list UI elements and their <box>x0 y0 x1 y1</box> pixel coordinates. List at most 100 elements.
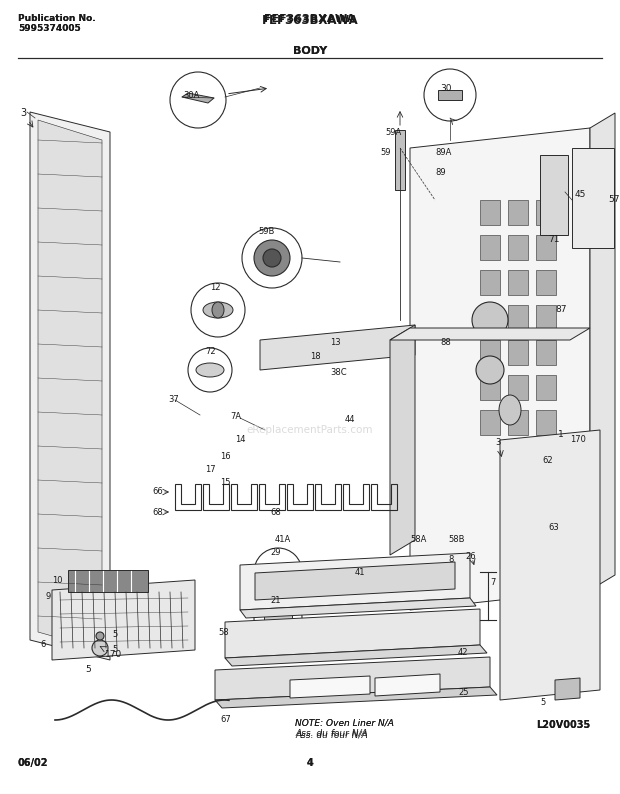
Circle shape <box>424 69 476 121</box>
Text: 17: 17 <box>205 465 216 474</box>
Polygon shape <box>590 113 615 590</box>
Circle shape <box>476 356 504 384</box>
Ellipse shape <box>196 363 224 377</box>
Text: 15: 15 <box>220 478 231 487</box>
Circle shape <box>254 548 302 596</box>
Circle shape <box>242 228 302 288</box>
Text: BODY: BODY <box>293 46 327 56</box>
Circle shape <box>188 348 232 392</box>
Text: 66: 66 <box>152 487 162 496</box>
Polygon shape <box>555 678 580 700</box>
Text: 59A: 59A <box>385 128 401 137</box>
Text: 68: 68 <box>270 508 281 517</box>
Polygon shape <box>410 128 590 610</box>
Polygon shape <box>52 580 195 660</box>
Text: 25: 25 <box>458 688 469 697</box>
Bar <box>536 270 556 295</box>
Bar <box>508 340 528 365</box>
Bar <box>480 340 500 365</box>
Text: 44: 44 <box>345 415 355 424</box>
Polygon shape <box>38 120 102 650</box>
Text: 41A: 41A <box>275 535 291 544</box>
Circle shape <box>524 456 588 520</box>
Text: 62: 62 <box>542 456 553 465</box>
Text: 29: 29 <box>270 548 280 557</box>
Text: 30: 30 <box>440 84 452 93</box>
Polygon shape <box>395 130 405 190</box>
Text: L20V0035: L20V0035 <box>536 720 590 730</box>
Polygon shape <box>182 93 214 103</box>
Polygon shape <box>390 328 590 340</box>
Bar <box>480 200 500 225</box>
Text: 3: 3 <box>495 438 500 447</box>
Text: FEF363BXAWA: FEF363BXAWA <box>262 14 358 27</box>
Text: 5: 5 <box>85 665 91 674</box>
Text: 89: 89 <box>435 168 446 177</box>
Bar <box>508 305 528 330</box>
Circle shape <box>254 240 290 276</box>
Circle shape <box>170 72 226 128</box>
Text: 21: 21 <box>270 596 280 605</box>
Polygon shape <box>225 609 480 658</box>
Text: 45: 45 <box>575 190 587 199</box>
Text: 89A: 89A <box>435 148 451 157</box>
Bar <box>480 270 500 295</box>
Bar <box>572 148 614 248</box>
Circle shape <box>254 594 302 642</box>
Circle shape <box>92 640 108 656</box>
Text: 68: 68 <box>152 508 162 517</box>
Polygon shape <box>390 325 415 555</box>
Text: 4: 4 <box>307 758 313 768</box>
Text: L20V0035: L20V0035 <box>536 720 590 730</box>
Text: 13: 13 <box>330 338 340 347</box>
Bar <box>566 476 578 496</box>
Bar <box>480 410 500 435</box>
Polygon shape <box>30 112 110 660</box>
Ellipse shape <box>212 302 224 318</box>
Text: 37: 37 <box>168 395 179 404</box>
Bar <box>480 305 500 330</box>
Text: 57: 57 <box>608 195 620 204</box>
Bar <box>508 200 528 225</box>
Bar <box>508 235 528 260</box>
Text: 30A: 30A <box>183 91 199 100</box>
Text: 10: 10 <box>52 576 63 585</box>
Text: 06/02: 06/02 <box>18 758 48 768</box>
Text: 5: 5 <box>540 698 545 707</box>
Text: 58: 58 <box>218 628 229 637</box>
Text: 8: 8 <box>448 555 453 564</box>
Bar <box>264 564 292 580</box>
Text: NOTE: Oven Liner N/A: NOTE: Oven Liner N/A <box>295 718 394 727</box>
Text: 26: 26 <box>465 552 476 561</box>
Text: BODY: BODY <box>293 46 327 56</box>
Polygon shape <box>88 630 100 655</box>
Text: 6: 6 <box>40 640 45 649</box>
Text: 06/02: 06/02 <box>18 758 48 768</box>
Bar <box>480 235 500 260</box>
Ellipse shape <box>203 302 233 318</box>
Bar <box>508 270 528 295</box>
Bar <box>508 410 528 435</box>
Text: 7: 7 <box>490 578 495 587</box>
Text: 4: 4 <box>307 758 313 768</box>
Text: 87: 87 <box>555 305 567 314</box>
Text: 67: 67 <box>220 715 231 724</box>
Polygon shape <box>225 645 487 666</box>
Text: 59: 59 <box>380 148 391 157</box>
Text: 170: 170 <box>105 650 122 659</box>
Text: 63: 63 <box>548 523 559 532</box>
Text: 41: 41 <box>355 568 366 577</box>
Bar <box>552 476 564 496</box>
Text: 5: 5 <box>112 630 117 639</box>
Text: 71: 71 <box>548 235 559 244</box>
Text: Ass. du four N/A: Ass. du four N/A <box>295 730 368 739</box>
Text: 58B: 58B <box>448 535 464 544</box>
Bar <box>536 305 556 330</box>
Text: 1: 1 <box>558 430 564 439</box>
Polygon shape <box>240 553 470 610</box>
Text: 3: 3 <box>20 108 26 118</box>
Bar <box>536 200 556 225</box>
Polygon shape <box>260 325 415 370</box>
Bar <box>540 155 568 235</box>
Text: 5995374005: 5995374005 <box>18 24 81 33</box>
